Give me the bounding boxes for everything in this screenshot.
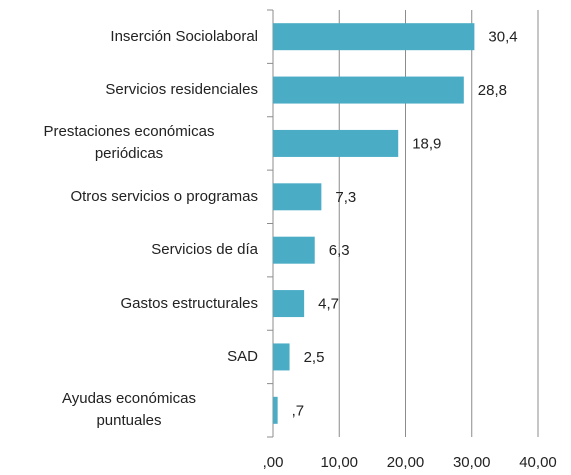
value-label: 2,5 (304, 349, 325, 366)
bar (273, 76, 464, 104)
bar (273, 129, 399, 157)
x-tick-label: 10,00 (320, 454, 358, 471)
x-tick-label: 20,00 (387, 454, 425, 471)
bar (273, 343, 290, 371)
value-label: 4,7 (318, 296, 339, 313)
value-label: 28,8 (478, 82, 507, 99)
bar (273, 23, 475, 51)
value-label: 7,3 (335, 189, 356, 206)
category-label: Ayudas económicas puntuales (62, 390, 196, 430)
x-tick-label: 30,00 (453, 454, 491, 471)
x-tick-label: 40,00 (519, 454, 557, 471)
bar (273, 396, 278, 424)
value-label: 30,4 (488, 29, 517, 46)
value-label: 6,3 (329, 242, 350, 259)
x-tick-label: ,00 (263, 454, 284, 471)
bar (273, 236, 315, 264)
bar (273, 183, 322, 211)
category-label: Gastos estructurales (120, 294, 258, 312)
category-label: Servicios residenciales (105, 81, 258, 99)
bar (273, 290, 305, 318)
category-label: Servicios de día (151, 241, 258, 259)
category-label: Otros servicios o programas (70, 187, 258, 205)
value-label: 18,9 (412, 135, 441, 152)
value-label: ,7 (292, 402, 305, 419)
category-label: Inserción Sociolaboral (110, 27, 258, 45)
category-label: Prestaciones económicas periódicas (43, 123, 215, 163)
category-label: SAD (227, 347, 258, 365)
